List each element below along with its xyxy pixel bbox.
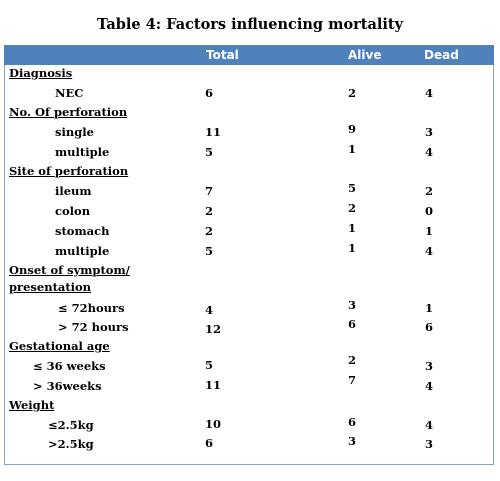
- row-label: single: [55, 125, 94, 139]
- row-label: multiple: [55, 244, 110, 258]
- cell-alive: 1: [348, 142, 357, 156]
- cell-total: 6: [205, 86, 214, 100]
- row-label: > 72 hours: [58, 320, 129, 334]
- cell-alive: 2: [348, 86, 357, 100]
- cell-alive: 7: [348, 373, 357, 387]
- cell-total: 6: [205, 436, 214, 450]
- section-perforation-count: No. Of perforation: [9, 105, 128, 119]
- cell-alive: 1: [348, 241, 357, 255]
- row-label: ≤2.5kg: [48, 418, 94, 432]
- section-weight: Weight: [9, 398, 55, 412]
- cell-alive: 6: [348, 317, 357, 331]
- table-title: Table 4: Factors influencing mortality: [96, 16, 403, 33]
- cell-total: 2: [205, 224, 214, 238]
- cell-dead: 4: [425, 244, 434, 258]
- section-diagnosis: Diagnosis: [9, 66, 73, 80]
- cell-total: 4: [205, 303, 214, 317]
- cell-total: 11: [205, 125, 222, 139]
- cell-alive: 3: [348, 434, 357, 448]
- column-header-alive: Alive: [348, 48, 382, 62]
- table-header: [4, 45, 494, 65]
- cell-dead: 6: [425, 320, 434, 334]
- cell-alive: 1: [348, 221, 357, 235]
- row-label: NEC: [55, 86, 84, 100]
- cell-dead: 4: [425, 379, 434, 393]
- cell-alive: 6: [348, 415, 357, 429]
- cell-dead: 3: [425, 125, 434, 139]
- cell-dead: 4: [425, 86, 434, 100]
- cell-total: 11: [205, 378, 222, 392]
- row-label: ≤ 36 weeks: [33, 359, 106, 373]
- cell-dead: 0: [425, 204, 434, 218]
- cell-total: 5: [205, 145, 214, 159]
- cell-alive: 9: [348, 122, 357, 136]
- cell-dead: 2: [425, 184, 434, 198]
- cell-dead: 3: [425, 359, 434, 373]
- cell-total: 5: [205, 358, 214, 372]
- cell-dead: 1: [425, 301, 434, 315]
- cell-total: 12: [205, 322, 222, 336]
- row-label: ≤ 72hours: [58, 301, 125, 315]
- row-label: multiple: [55, 145, 110, 159]
- cell-alive: 2: [348, 353, 357, 367]
- cell-total: 2: [205, 204, 214, 218]
- section-gestational-age: Gestational age: [9, 339, 110, 353]
- cell-alive: 5: [348, 181, 357, 195]
- cell-alive: 2: [348, 201, 357, 215]
- section-onset-cont: presentation: [9, 280, 92, 294]
- column-header-dead: Dead: [424, 48, 459, 62]
- cell-total: 5: [205, 244, 214, 258]
- cell-dead: 3: [425, 437, 434, 451]
- cell-dead: 4: [425, 145, 434, 159]
- section-onset: Onset of symptom/: [9, 263, 130, 277]
- cell-alive: 3: [348, 298, 357, 312]
- row-label: stomach: [55, 224, 110, 238]
- cell-total: 7: [205, 184, 214, 198]
- row-label: colon: [55, 204, 91, 218]
- row-label: ileum: [55, 184, 92, 198]
- row-label: >2.5kg: [48, 437, 94, 451]
- section-perforation-site: Site of perforation: [9, 164, 129, 178]
- cell-dead: 1: [425, 224, 434, 238]
- row-label: > 36weeks: [33, 379, 102, 393]
- column-header-total: Total: [206, 48, 239, 62]
- cell-total: 10: [205, 417, 222, 431]
- cell-dead: 4: [425, 418, 434, 432]
